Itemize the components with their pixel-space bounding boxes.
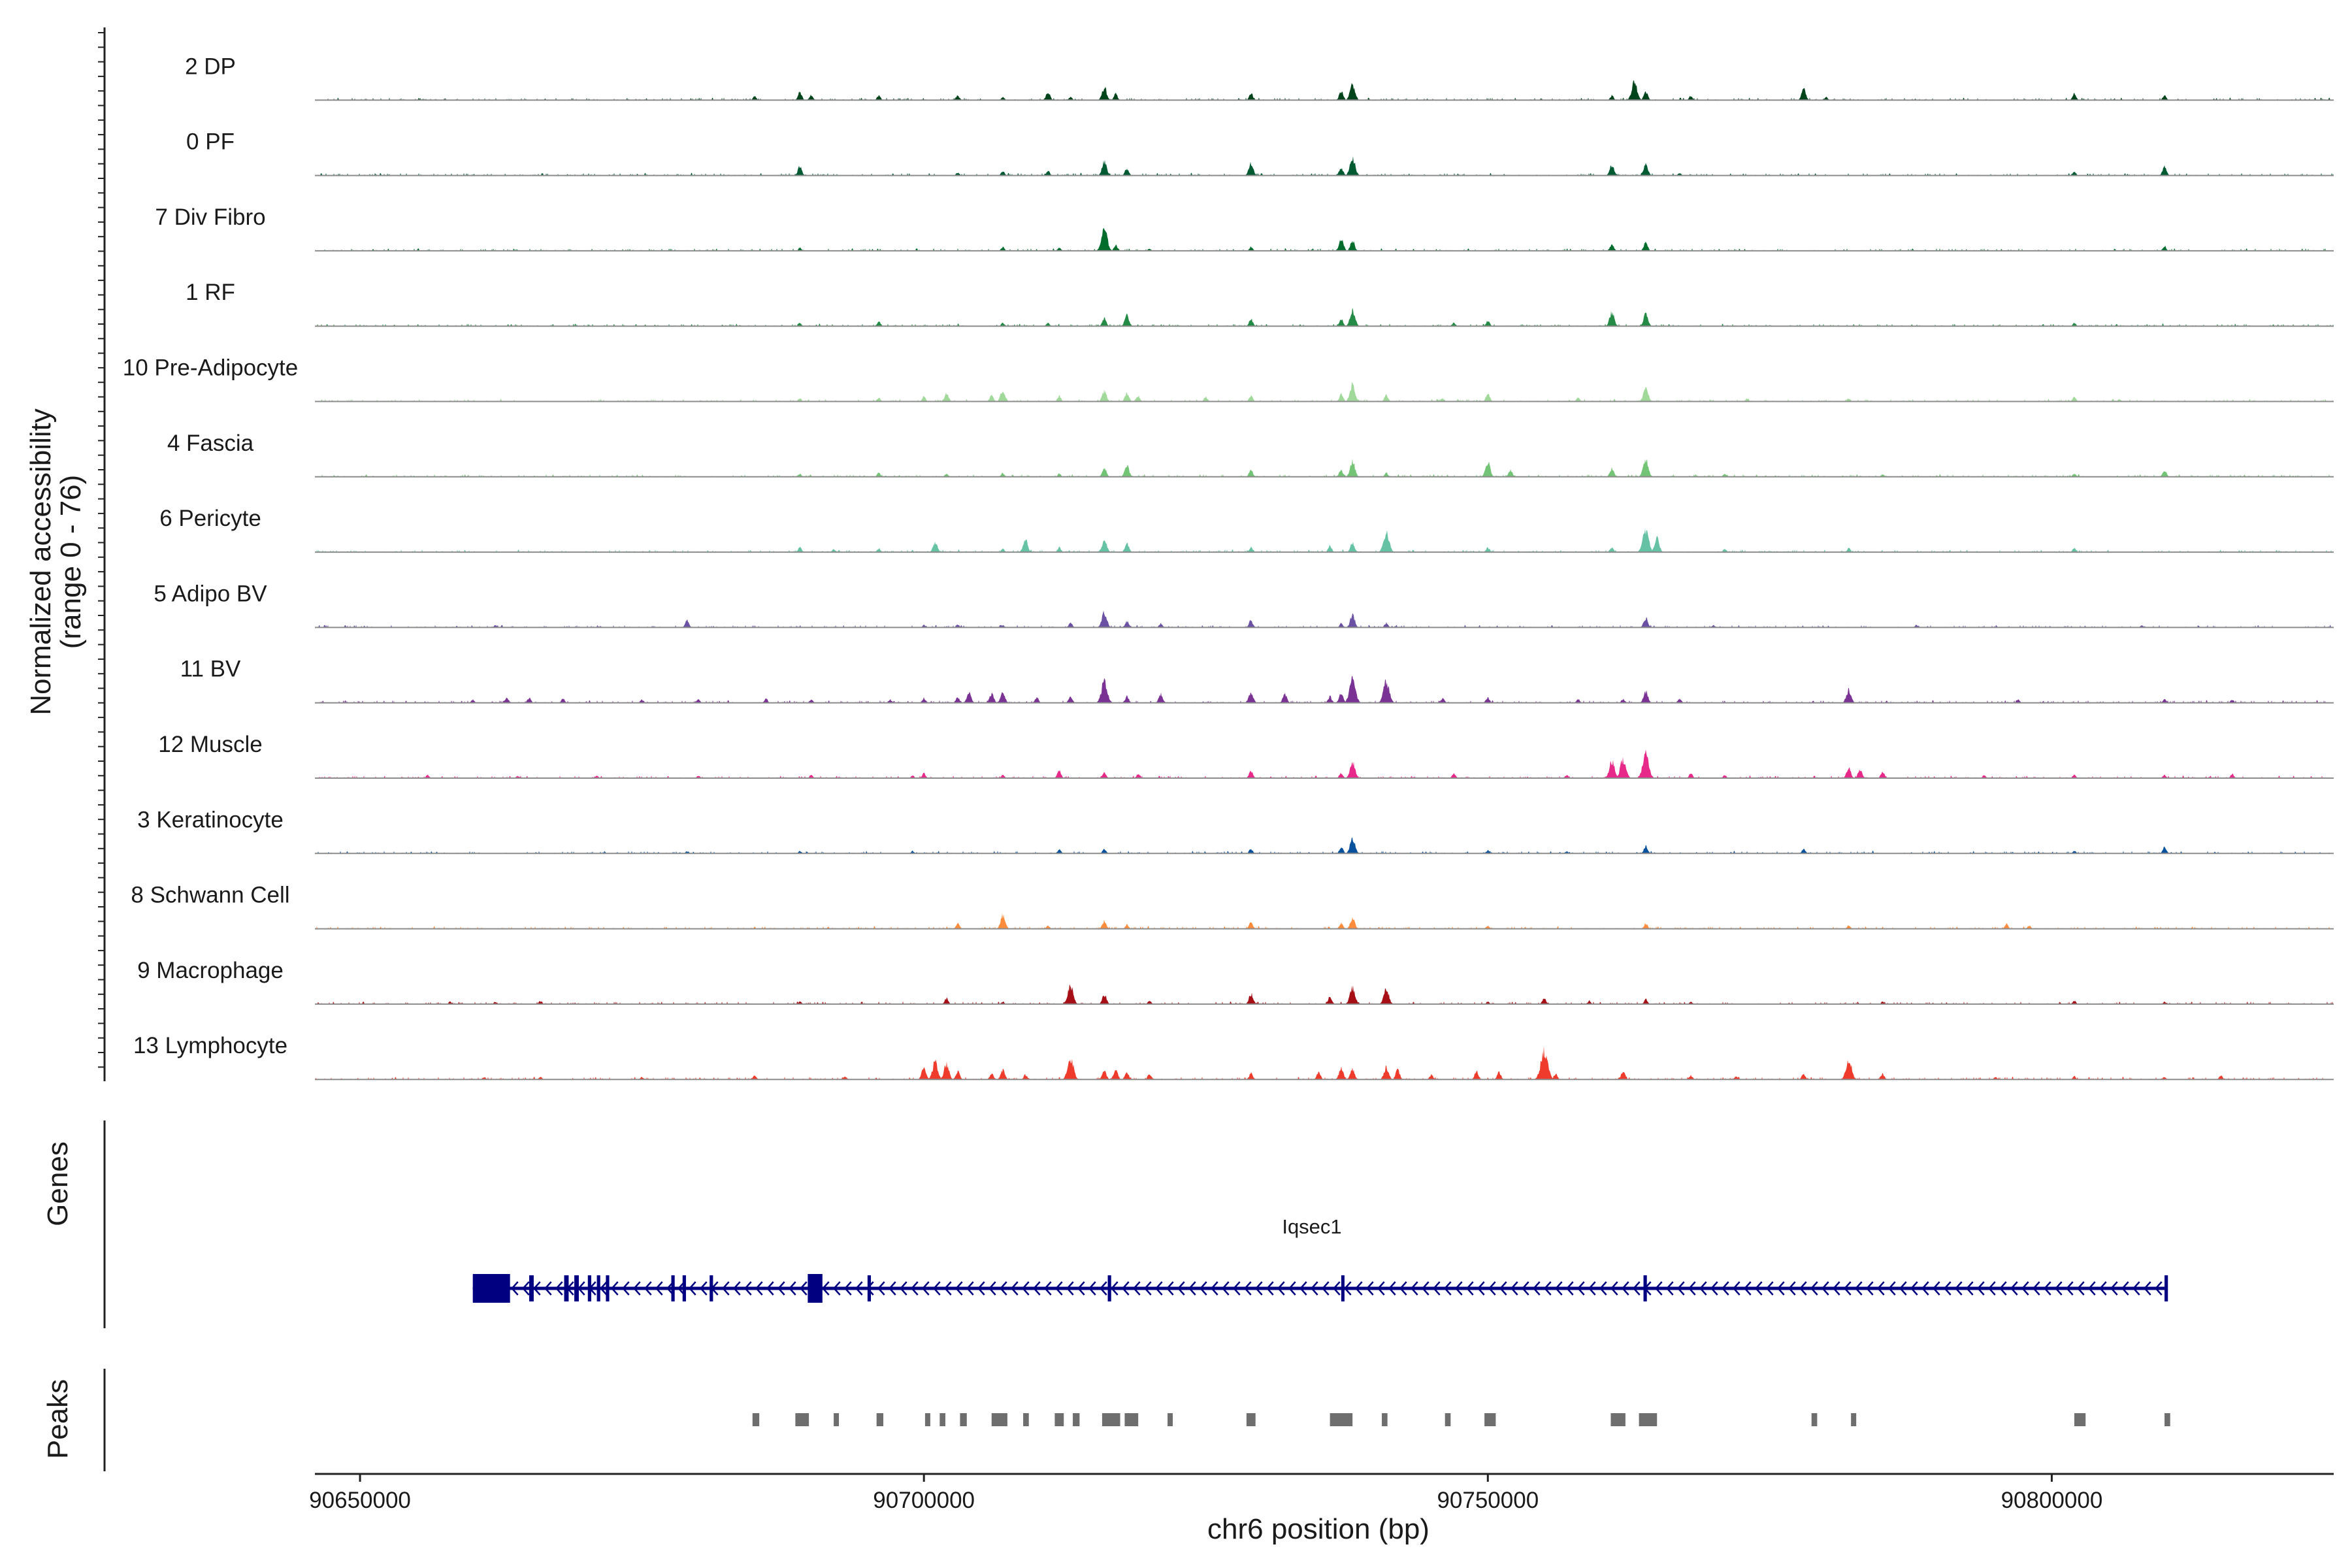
- track-label-9: 12 Muscle: [158, 732, 263, 757]
- coverage-tracks: [315, 80, 2334, 1081]
- gene-exon-7: [671, 1275, 675, 1301]
- peak-17: [1445, 1413, 1451, 1426]
- coverage-area-10: [315, 837, 2334, 854]
- track-11: [315, 913, 2334, 930]
- peak-3: [876, 1413, 884, 1426]
- peak-11: [1102, 1413, 1120, 1426]
- x-tick-label-3: 90800000: [2001, 1488, 2103, 1513]
- peak-20: [1639, 1413, 1658, 1426]
- track-0: [315, 80, 2334, 101]
- track-label-13: 13 Lymphocyte: [133, 1033, 287, 1058]
- y-axis-title-line1: Normalized accessibility: [25, 408, 57, 715]
- track-7: [315, 610, 2334, 629]
- track-label-1: 0 PF: [186, 129, 235, 155]
- gene-exon-0: [472, 1274, 510, 1303]
- gene-track: Iqsec1: [472, 1215, 2168, 1303]
- peak-4: [924, 1413, 930, 1426]
- peak-18: [1484, 1413, 1496, 1426]
- track-6: [315, 529, 2334, 553]
- gene-exon-8: [682, 1275, 686, 1301]
- track-12: [315, 984, 2334, 1005]
- gene-exon-12: [1107, 1275, 1111, 1301]
- gene-strand-arrows: [510, 1281, 2163, 1296]
- peak-9: [1054, 1413, 1064, 1426]
- peak-track: [752, 1413, 2170, 1426]
- x-tick-label-1: 90700000: [873, 1488, 975, 1513]
- gene-exon-11: [867, 1275, 872, 1301]
- track-label-10: 3 Keratinocyte: [137, 807, 284, 832]
- track-2: [315, 227, 2334, 252]
- peak-16: [1382, 1413, 1388, 1426]
- x-tick-label-0: 90650000: [309, 1488, 411, 1513]
- track-9: [315, 749, 2334, 779]
- track-label-3: 1 RF: [186, 280, 235, 305]
- peak-5: [939, 1413, 945, 1426]
- gene-exon-10: [808, 1274, 823, 1303]
- peak-6: [960, 1413, 967, 1426]
- peak-13: [1168, 1413, 1173, 1426]
- peak-22: [1851, 1413, 1857, 1426]
- gene-exon-1: [529, 1275, 534, 1301]
- track-label-4: 10 Pre-Adipocyte: [123, 355, 298, 381]
- gene-exon-2: [564, 1275, 569, 1301]
- gene-exon-5: [596, 1275, 600, 1301]
- gene-exon-15: [2164, 1275, 2168, 1301]
- track-label-2: 7 Div Fibro: [155, 204, 265, 230]
- peak-10: [1073, 1413, 1080, 1426]
- track-10: [315, 837, 2334, 855]
- track-4: [315, 382, 2334, 402]
- peak-23: [2074, 1413, 2086, 1426]
- genes-panel-label: Genes: [42, 1141, 74, 1226]
- track-1: [315, 156, 2334, 176]
- gene-exon-3: [574, 1275, 579, 1301]
- x-axis-title: chr6 position (bp): [1207, 1513, 1429, 1545]
- gene-exon-4: [587, 1275, 591, 1301]
- x-axis: 90650000 90700000 90750000 90800000: [309, 1473, 2334, 1513]
- track-label-7: 5 Adipo BV: [154, 581, 267, 606]
- peak-2: [834, 1413, 840, 1426]
- peak-8: [1023, 1413, 1029, 1426]
- track-label-12: 9 Macrophage: [137, 958, 284, 983]
- peak-12: [1124, 1413, 1139, 1426]
- track-13: [315, 1046, 2334, 1081]
- peak-0: [752, 1413, 760, 1426]
- peak-7: [991, 1413, 1007, 1426]
- gene-exon-13: [1341, 1275, 1345, 1301]
- gene-exon-9: [710, 1275, 713, 1301]
- track-label-5: 4 Fascia: [167, 431, 254, 456]
- peak-24: [2164, 1413, 2170, 1426]
- x-tick-label-2: 90750000: [1437, 1488, 1539, 1513]
- track-label-0: 2 DP: [185, 54, 236, 79]
- peak-21: [1811, 1413, 1818, 1426]
- track-label-8: 11 BV: [180, 657, 241, 682]
- gene-name-label: Iqsec1: [1282, 1215, 1341, 1238]
- gene-exon-14: [1643, 1275, 1647, 1301]
- track-label-11: 8 Schwann Cell: [131, 883, 289, 908]
- peaks-panel-label: Peaks: [42, 1379, 74, 1459]
- track-5: [315, 459, 2334, 478]
- peak-19: [1610, 1413, 1625, 1426]
- peak-14: [1246, 1413, 1256, 1426]
- y-axis-title-line2: (range 0 - 76): [55, 475, 87, 649]
- track-3: [315, 308, 2334, 327]
- peak-1: [795, 1413, 809, 1426]
- gene-exon-6: [606, 1275, 610, 1301]
- track-label-6: 6 Pericyte: [159, 506, 261, 531]
- peak-15: [1330, 1413, 1353, 1426]
- left-axes: [98, 27, 106, 1471]
- track-labels: 2 DP 0 PF 7 Div Fibro 1 RF 10 Pre-Adipocyte 4…: [123, 54, 298, 1058]
- track-8: [315, 676, 2334, 704]
